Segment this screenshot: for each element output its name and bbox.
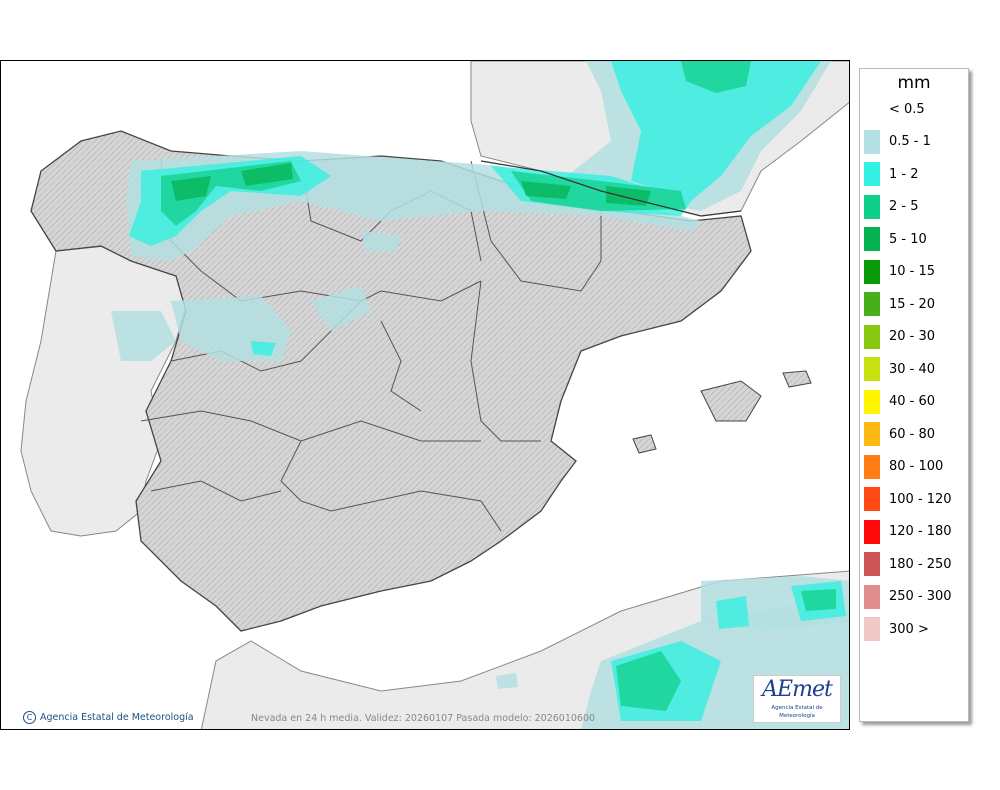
legend-item: 10 - 15 <box>864 259 936 284</box>
legend-label: 2 - 5 <box>889 199 919 214</box>
legend-label: 180 - 250 <box>889 556 952 572</box>
legend-swatch <box>864 129 880 154</box>
legend-swatch <box>864 324 880 349</box>
legend-item: 80 - 100 <box>864 454 944 479</box>
legend-item: 15 - 20 <box>864 292 935 316</box>
menorca-island <box>782 370 812 388</box>
legend-label: < 0.5 <box>889 101 925 117</box>
legend-swatch <box>864 162 880 186</box>
legend-label: 1 - 2 <box>889 166 919 182</box>
legend-item: 5 - 10 <box>864 227 927 251</box>
legend-label: 300 > <box>889 621 929 637</box>
legend-item: < 0.5 <box>864 97 925 121</box>
legend-swatch <box>864 487 880 511</box>
legend-label: 100 - 120 <box>889 491 952 507</box>
aemet-logo-word: AEmet <box>762 677 833 702</box>
legend-item: 300 > <box>864 617 929 641</box>
legend-label: 60 - 80 <box>889 426 936 442</box>
legend-item: 120 - 180 <box>864 519 952 544</box>
legend-swatch <box>864 584 880 609</box>
legend-swatch <box>864 389 880 414</box>
legend-swatch <box>864 194 880 219</box>
legend-label: 20 - 30 <box>889 329 936 344</box>
mallorca-island <box>700 380 762 422</box>
legend-item: 20 - 30 <box>864 324 936 349</box>
legend-item: 2 - 5 <box>864 194 919 219</box>
legend-swatch <box>864 292 880 316</box>
legend-item: 60 - 80 <box>864 422 935 446</box>
france-spain-border <box>480 160 742 217</box>
legend-swatch <box>864 519 880 544</box>
legend: mm < 0.5 0.5 - 1 1 - 2 2 - 5 5 - 10 10 - 15 15… <box>859 68 969 722</box>
legend-label: 0.5 - 1 <box>889 134 931 149</box>
snowfall-map: C Agencia Estatal de Meteorología Nevada… <box>0 60 850 730</box>
snow-5-10 <box>171 163 651 206</box>
legend-item: 250 - 300 <box>864 584 952 609</box>
aemet-logo-subtitle: Agencia Estatal de Meteorología <box>771 705 823 719</box>
ibiza-island <box>632 434 657 454</box>
legend-label: 80 - 100 <box>889 459 944 474</box>
legend-label: 40 - 60 <box>889 394 936 409</box>
legend-label: 15 - 20 <box>889 296 936 312</box>
map-footer-info: Nevada en 24 h media. Validez: 20260107 … <box>251 713 596 724</box>
legend-label: 120 - 180 <box>889 524 952 539</box>
legend-swatch <box>864 422 880 446</box>
legend-swatch <box>864 357 880 381</box>
legend-swatch <box>864 454 880 479</box>
aemet-logo: AEmet Agencia Estatal de Meteorología <box>753 675 841 723</box>
legend-label: 10 - 15 <box>889 264 936 279</box>
legend-unit: mm <box>897 73 931 93</box>
legend-swatch <box>864 259 880 284</box>
legend-label: 30 - 40 <box>889 361 936 377</box>
legend-swatch <box>864 227 880 251</box>
agency-credit-text: Agencia Estatal de Meteorología <box>40 712 194 723</box>
map-canvas <box>20 61 849 729</box>
legend-item: 40 - 60 <box>864 389 936 414</box>
legend-item: 1 - 2 <box>864 162 919 186</box>
legend-label: 5 - 10 <box>889 231 927 247</box>
agency-credit: C Agencia Estatal de Meteorología <box>23 711 194 724</box>
legend-item: 30 - 40 <box>864 357 935 381</box>
legend-item: 180 - 250 <box>864 552 952 576</box>
legend-item: 100 - 120 <box>864 487 952 511</box>
legend-swatch <box>864 552 880 576</box>
legend-swatch <box>864 617 880 641</box>
copyright-icon: C <box>23 711 36 724</box>
legend-swatch <box>864 97 880 121</box>
legend-label: 250 - 300 <box>889 589 952 604</box>
legend-item: 0.5 - 1 <box>864 129 931 154</box>
